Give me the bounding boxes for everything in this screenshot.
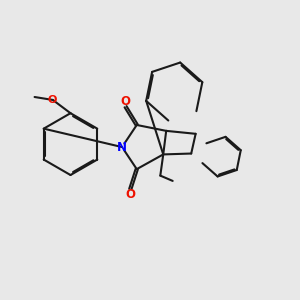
Text: O: O [121,95,130,108]
Text: N: N [117,141,127,154]
Text: O: O [48,94,57,105]
Text: O: O [125,188,135,201]
